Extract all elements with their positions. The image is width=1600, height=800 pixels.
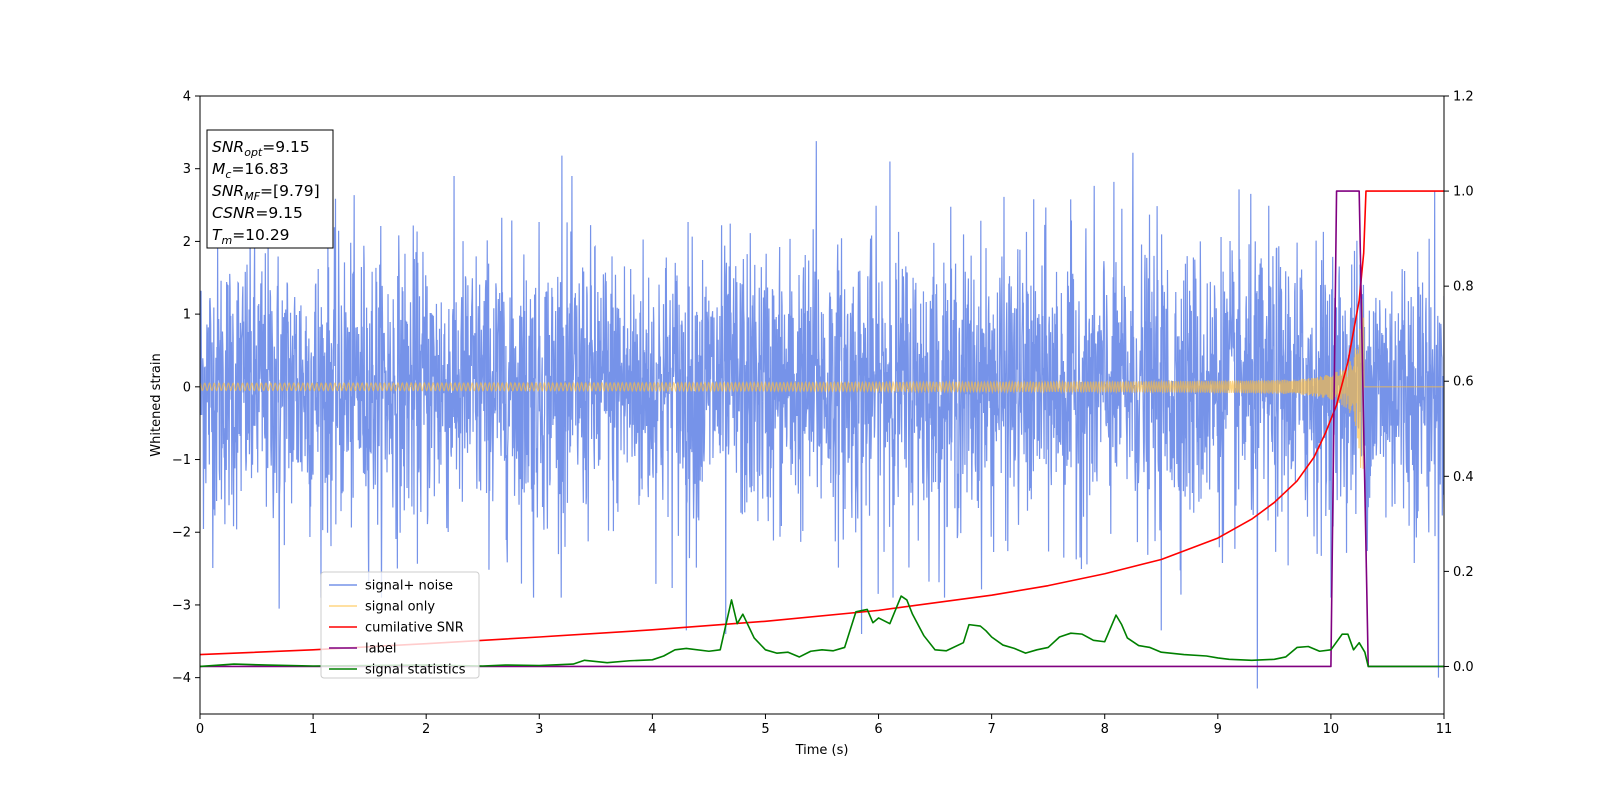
y-axis-label: Whitened strain [149, 353, 164, 456]
y-tick-label: 1 [183, 308, 191, 323]
plot-frame [199, 95, 1445, 715]
annotation-subscript: m [221, 234, 232, 247]
annotation-value: =[9.79] [260, 182, 320, 200]
y2-tick-label: 1.0 [1453, 185, 1474, 200]
x-tick-label: 11 [1436, 722, 1453, 737]
annotation-subscript: opt [244, 146, 263, 159]
annotation-value: =9.15 [262, 138, 310, 156]
y-tick-label: −2 [172, 526, 191, 541]
x-tick-label: 10 [1323, 722, 1340, 737]
y2-tick-label: 0.0 [1453, 660, 1474, 675]
stats-annotation-frame [206, 129, 334, 249]
y-tick-label: 0 [183, 380, 191, 395]
legend-label: cumilative SNR [365, 621, 464, 636]
y-tick-label: 4 [183, 90, 191, 105]
x-axis-label: Time (s) [795, 743, 849, 758]
y2-tick-label: 0.4 [1453, 470, 1474, 485]
annotation-symbol: CSNR [212, 204, 255, 222]
x-tick-label: 7 [987, 722, 995, 737]
annotation-subscript: c [225, 168, 231, 181]
x-tick-label: 1 [309, 722, 317, 737]
x-tick-label: 3 [535, 722, 543, 737]
x-tick-label: 5 [761, 722, 769, 737]
annotation-value: =10.29 [232, 226, 289, 244]
annotation-value: =9.15 [255, 204, 303, 222]
x-tick-label: 4 [648, 722, 656, 737]
x-tick-label: 9 [1214, 722, 1222, 737]
legend-label: signal only [365, 600, 435, 615]
y2-tick-label: 0.2 [1453, 565, 1474, 580]
legend: signal+ noise signal only cumilative SNR la… [320, 571, 480, 679]
series-cumilative-snr-line [200, 190, 1444, 656]
y-tick-label: −3 [172, 598, 191, 613]
x-tick-label: 6 [874, 722, 882, 737]
stats-annotation-box: SNRopt=9.15 Mc=16.83 SNRMF=[9.79] CSNR=9.15… [206, 129, 334, 249]
y2-tick-label: 0.8 [1453, 280, 1474, 295]
legend-frame [320, 571, 480, 679]
y-tick-label: 3 [183, 162, 191, 177]
annotation-symbol: T [212, 226, 223, 244]
legend-label: label [365, 642, 396, 657]
y-tick-label: −4 [172, 671, 191, 686]
legend-label: signal statistics [365, 663, 466, 678]
stats-annotation-text: SNRopt=9.15 Mc=16.83 SNRMF=[9.79] CSNR=9.15… [212, 138, 320, 247]
x-tick-label: 2 [422, 722, 430, 737]
y2-tick-label: 0.6 [1453, 375, 1474, 390]
axes: 0 1 2 3 4 5 6 7 8 9 10 11 −4 −3 −2 −1 0 1 2 3 4 0.0 0.2 0.4 0.6 0… [172, 90, 1474, 738]
series-signal-noise-line [200, 141, 1444, 689]
series-signal-statistics-line [200, 595, 1444, 668]
annotation-symbol: SNR [212, 138, 244, 156]
legend-label: signal+ noise [365, 579, 453, 594]
y-tick-label: 2 [183, 235, 191, 250]
plot-series [200, 141, 1444, 689]
annotation-symbol: SNR [212, 182, 244, 200]
y-tick-label: −1 [172, 453, 191, 468]
annotation-subscript: MF [244, 190, 260, 203]
annotation-value: =16.83 [231, 160, 288, 178]
x-tick-label: 8 [1101, 722, 1109, 737]
annotation-symbol: M [212, 160, 225, 178]
x-tick-label: 0 [196, 722, 204, 737]
series-signal-only-line [200, 298, 1444, 469]
y2-tick-label: 1.2 [1453, 90, 1474, 105]
